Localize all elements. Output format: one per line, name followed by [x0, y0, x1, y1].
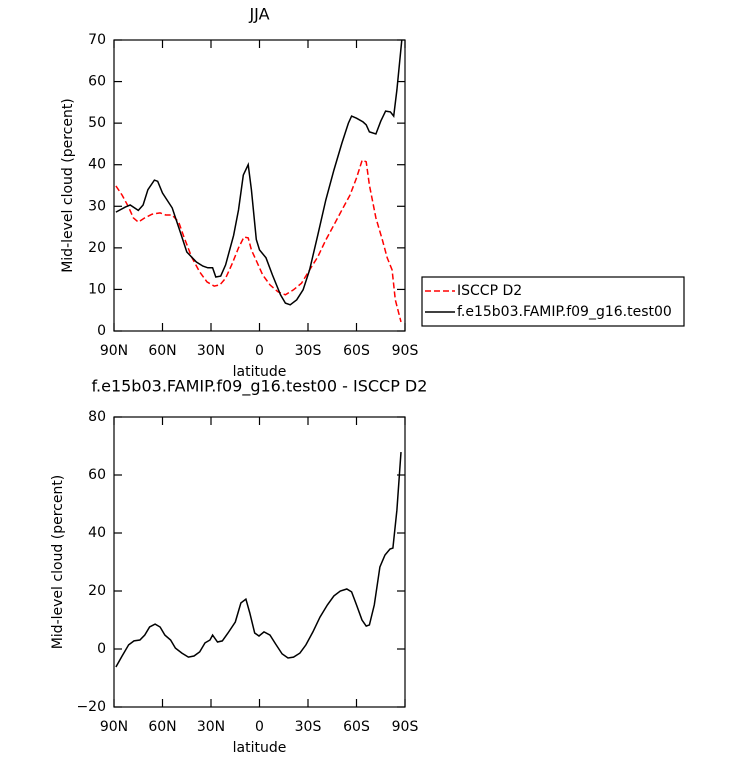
chart-title: JJA	[248, 5, 269, 24]
x-tick-label: 90N	[100, 343, 128, 359]
plot-frame	[113, 416, 406, 708]
x-tick-label: 60N	[148, 343, 176, 359]
x-tick-label: 30S	[295, 719, 322, 735]
x-tick-label: 90S	[392, 343, 419, 359]
y-axis-label: Mid-level cloud (percent)	[60, 98, 76, 273]
series-line	[115, 39, 403, 306]
y-tick-label: 80	[88, 409, 106, 425]
y-tick-label: 40	[88, 157, 106, 173]
x-tick-label: 60S	[343, 343, 370, 359]
x-axis-label: latitude	[233, 740, 287, 756]
chart-title: f.e15b03.FAMIP.f09_g16.test00 - ISCCP D2	[92, 377, 428, 397]
y-axis-label: Mid-level cloud (percent)	[50, 475, 66, 650]
y-tick-label: 0	[97, 641, 106, 657]
y-tick-label: 50	[88, 115, 106, 131]
x-tick-label: 30S	[295, 343, 322, 359]
legend-label: f.e15b03.FAMIP.f09_g16.test00	[457, 304, 672, 320]
y-tick-label: −20	[76, 699, 106, 715]
x-tick-label: 0	[255, 343, 264, 359]
x-tick-label: 60N	[148, 719, 176, 735]
legend-box	[421, 276, 685, 327]
x-tick-label: 30N	[197, 343, 225, 359]
x-tick-label: 0	[255, 719, 264, 735]
y-tick-label: 0	[97, 323, 106, 339]
x-axis-label: latitude	[233, 364, 287, 380]
y-tick-label: 60	[88, 74, 106, 90]
series-line	[115, 452, 402, 668]
x-tick-label: 30N	[197, 719, 225, 735]
y-tick-label: 60	[88, 467, 106, 483]
x-tick-label: 60S	[343, 719, 370, 735]
y-tick-label: 30	[88, 198, 106, 214]
y-tick-label: 70	[88, 32, 106, 48]
y-tick-label: 10	[88, 281, 106, 297]
plot-frame	[113, 39, 406, 332]
legend-label: ISCCP D2	[457, 283, 522, 299]
x-tick-label: 90N	[100, 719, 128, 735]
x-tick-label: 90S	[392, 719, 419, 735]
y-tick-label: 20	[88, 583, 106, 599]
y-tick-label: 40	[88, 525, 106, 541]
series-line	[115, 159, 402, 323]
y-tick-label: 20	[88, 240, 106, 256]
